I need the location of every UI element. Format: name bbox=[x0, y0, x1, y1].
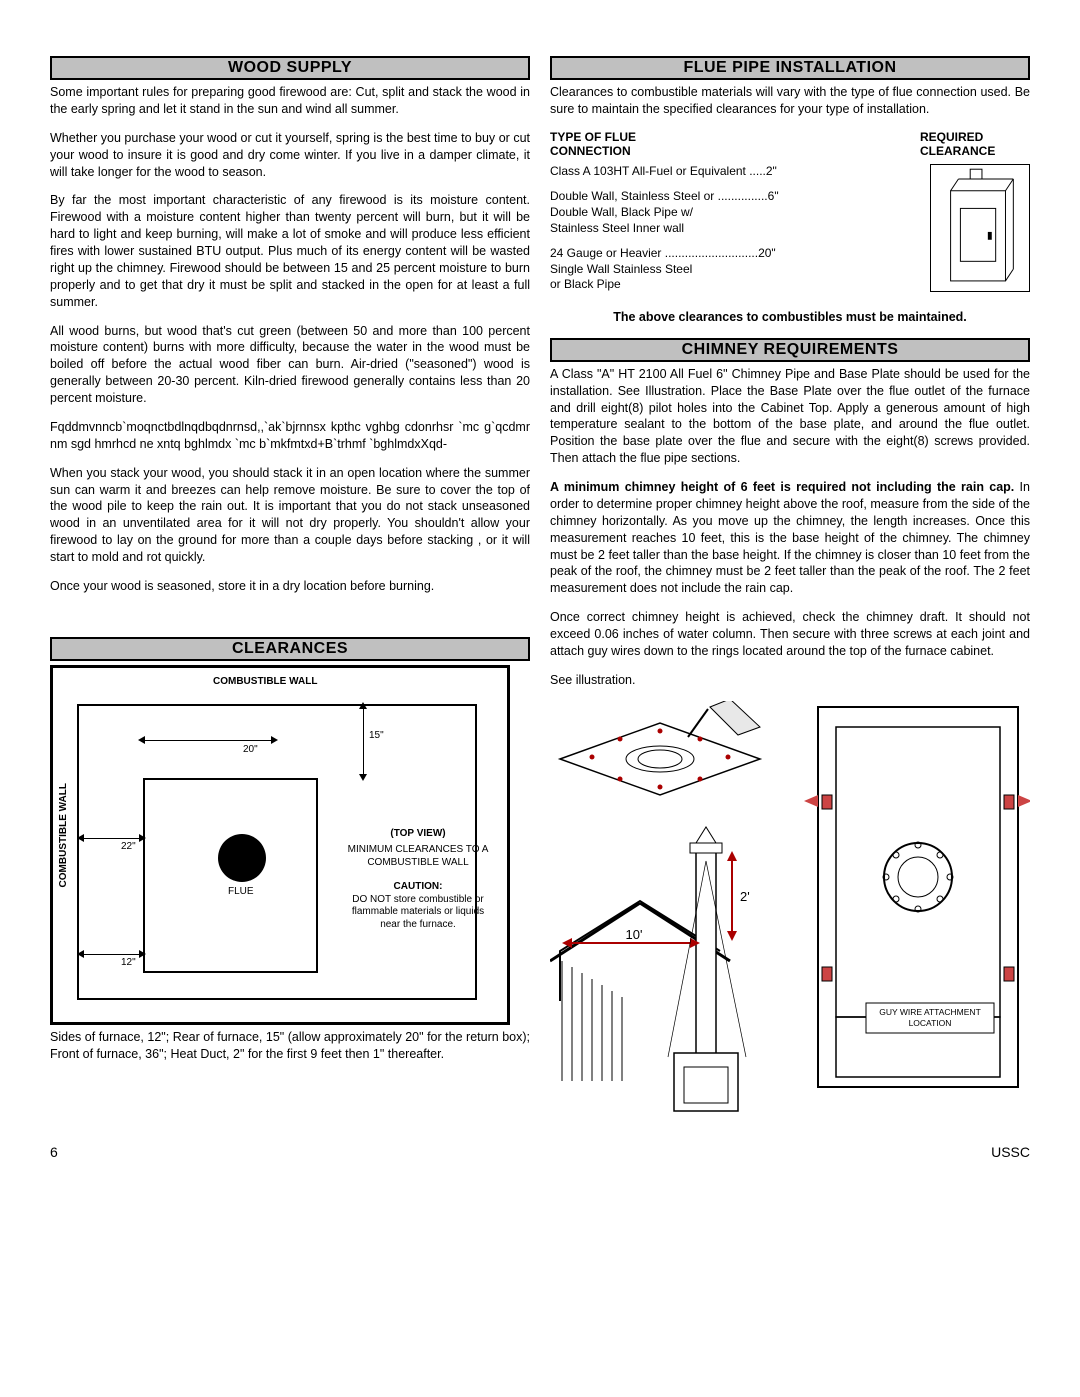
dim-2ft: 2' bbox=[740, 889, 750, 904]
flue-table-header: TYPE OF FLUE CONNECTION REQUIRED CLEARAN… bbox=[550, 130, 1030, 158]
flue-maintained-note: The above clearances to combustibles mus… bbox=[550, 309, 1030, 326]
chimney-illustration: GUY WIRE ATTACHMENT LOCATION bbox=[550, 701, 1030, 1121]
flue-pipe-header: FLUE PIPE INSTALLATION bbox=[550, 56, 1030, 80]
furnace-mini-illustration bbox=[930, 164, 1030, 292]
clearances-footnote: Sides of furnace, 12"; Rear of furnace, … bbox=[50, 1029, 530, 1063]
chimney-p1: A Class "A" HT 2100 All Fuel 6" Chimney … bbox=[550, 366, 1030, 467]
guy-wire-label-line2: LOCATION bbox=[909, 1018, 952, 1028]
flue-row-3: 24 Gauge or Heavier ....................… bbox=[550, 246, 920, 293]
chimney-p3: Once correct chimney height is achieved,… bbox=[550, 609, 1030, 660]
dim-15: 15" bbox=[369, 730, 384, 741]
wood-p7: Once your wood is seasoned, store it in … bbox=[50, 578, 530, 595]
dim-22: 22" bbox=[121, 841, 136, 852]
dim-12: 12" bbox=[121, 957, 136, 968]
chimney-header: CHIMNEY REQUIREMENTS bbox=[550, 338, 1030, 362]
right-column: FLUE PIPE INSTALLATION Clearances to com… bbox=[550, 56, 1030, 1124]
wood-p5: Fqddmvnncb`moqnctbdlnqdbqdnrnsd,,`ak`bjr… bbox=[50, 419, 530, 453]
clearances-diagram: COMBUSTIBLE WALL COMBUSTIBLE WALL FLUE 2… bbox=[50, 665, 510, 1025]
page-number: 6 bbox=[50, 1144, 58, 1160]
chimney-p2: A minimum chimney height of 6 feet is re… bbox=[550, 479, 1030, 597]
dim-10ft: 10' bbox=[626, 927, 643, 942]
brand-label: USSC bbox=[991, 1144, 1030, 1160]
guy-wire-label-line1: GUY WIRE ATTACHMENT bbox=[879, 1007, 981, 1017]
wood-p1: Some important rules for preparing good … bbox=[50, 84, 530, 118]
wood-p6: When you stack your wood, you should sta… bbox=[50, 465, 530, 566]
flue-row-1: Class A 103HT All-Fuel or Equivalent ...… bbox=[550, 164, 920, 180]
clearances-header: CLEARANCES bbox=[50, 637, 530, 661]
flue-header-type: TYPE OF FLUE bbox=[550, 130, 920, 144]
flue-row-2: Double Wall, Stainless Steel or ........… bbox=[550, 189, 920, 236]
flue-header-clearance: CLEARANCE bbox=[920, 144, 1030, 158]
dim-20: 20" bbox=[243, 744, 258, 755]
wood-p4: All wood burns, but wood that's cut gree… bbox=[50, 323, 530, 407]
chimney-p2-rest: In order to determine proper chimney hei… bbox=[550, 480, 1030, 595]
flue-header-required: REQUIRED bbox=[920, 130, 1030, 144]
flue-label: FLUE bbox=[228, 886, 254, 897]
caution-body: DO NOT store combustible or flammable ma… bbox=[343, 894, 493, 932]
min-clearances-text: MINIMUM CLEARANCES TO A COMBUSTIBLE WALL bbox=[343, 844, 493, 869]
top-view-label: (TOP VIEW) bbox=[343, 828, 493, 841]
comb-wall-left-label: COMBUSTIBLE WALL bbox=[58, 783, 69, 887]
see-illustration: See illustration. bbox=[550, 672, 1030, 689]
flue-intro: Clearances to combustible materials will… bbox=[550, 84, 1030, 118]
page-footer: 6 USSC bbox=[50, 1144, 1030, 1160]
wood-supply-header: WOOD SUPPLY bbox=[50, 56, 530, 80]
left-column: WOOD SUPPLY Some important rules for pre… bbox=[50, 56, 530, 1124]
chimney-p2-bold: A minimum chimney height of 6 feet is re… bbox=[550, 480, 1014, 494]
wood-p3: By far the most important characteristic… bbox=[50, 192, 530, 310]
caution-title: CAUTION: bbox=[343, 881, 493, 894]
comb-wall-top-label: COMBUSTIBLE WALL bbox=[213, 676, 317, 687]
flue-header-connection: CONNECTION bbox=[550, 144, 920, 158]
wood-p2: Whether you purchase your wood or cut it… bbox=[50, 130, 530, 181]
